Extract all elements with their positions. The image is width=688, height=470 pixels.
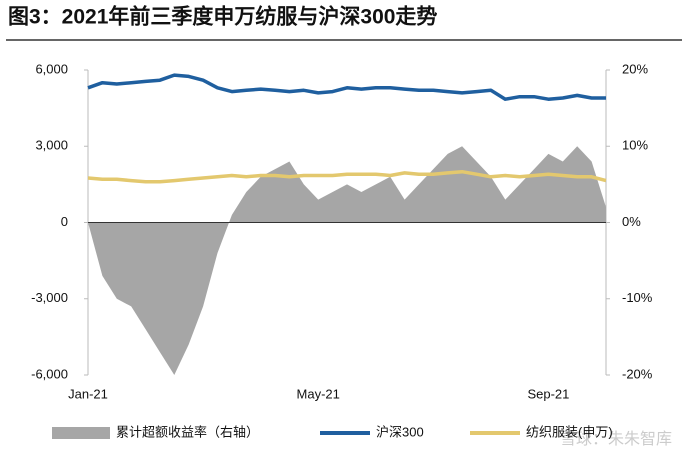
y2-tick-label: -20% xyxy=(622,366,653,381)
y-tick-label: 3,000 xyxy=(35,138,68,153)
x-tick-label: Jan-21 xyxy=(68,386,108,401)
y2-tick-label: 10% xyxy=(622,138,648,153)
line xyxy=(87,73,606,101)
y2-tick-label: -10% xyxy=(622,290,653,305)
legend-label: 纺织服装(申万) xyxy=(526,424,613,439)
watermark: 雪球：朱朱智库 xyxy=(560,430,672,448)
y2-tick-label: 0% xyxy=(622,214,641,229)
line xyxy=(87,169,607,184)
area xyxy=(88,146,606,375)
y-tick-label: 6,000 xyxy=(35,61,68,76)
legend-swatch xyxy=(52,427,110,439)
chart-title: 图3：2021年前三季度申万纺服与沪深300走势 xyxy=(8,5,437,29)
y-tick-label: -3,000 xyxy=(31,290,68,305)
x-tick-label: Sep-21 xyxy=(527,386,569,401)
y-tick-label: -6,000 xyxy=(31,366,68,381)
y-tick-label: 0 xyxy=(61,214,68,229)
legend-label: 累计超额收益率（右轴） xyxy=(116,424,259,439)
x-tick-label: May-21 xyxy=(297,386,340,401)
y2-tick-label: 20% xyxy=(622,61,648,76)
legend-label: 沪深300 xyxy=(376,424,424,439)
